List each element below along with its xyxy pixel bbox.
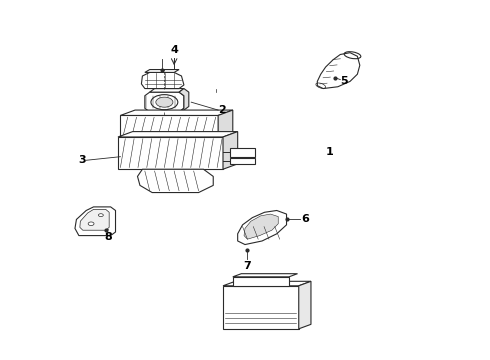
Polygon shape [145,92,184,112]
Polygon shape [118,132,238,137]
Polygon shape [223,281,311,286]
Polygon shape [223,286,299,329]
Text: 4: 4 [170,45,178,55]
Polygon shape [142,72,184,89]
Text: 7: 7 [244,261,251,271]
Polygon shape [150,89,184,92]
Polygon shape [75,207,116,235]
Polygon shape [80,210,109,230]
Text: 8: 8 [104,232,112,242]
Polygon shape [218,110,233,139]
Text: 6: 6 [301,215,309,224]
Text: 5: 5 [340,76,348,86]
Polygon shape [230,158,255,164]
Polygon shape [238,211,287,244]
Polygon shape [244,214,278,239]
Polygon shape [318,53,360,89]
Polygon shape [179,89,189,112]
Text: 3: 3 [78,155,86,165]
Polygon shape [145,69,179,72]
Polygon shape [138,169,213,193]
Ellipse shape [156,97,173,107]
Ellipse shape [88,222,94,226]
Polygon shape [233,277,289,286]
Polygon shape [121,110,233,116]
Polygon shape [299,281,311,329]
Text: 2: 2 [218,105,226,115]
Polygon shape [223,132,238,169]
Text: 1: 1 [326,147,333,157]
Polygon shape [118,137,223,169]
Ellipse shape [98,214,103,217]
Polygon shape [233,274,297,277]
Polygon shape [121,116,218,139]
Polygon shape [230,148,255,157]
